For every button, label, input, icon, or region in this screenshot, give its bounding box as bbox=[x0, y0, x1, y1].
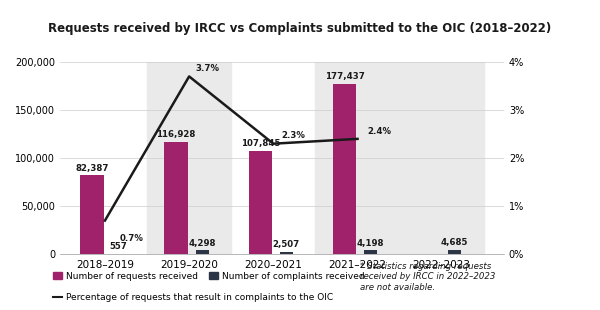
Bar bbox=[448, 250, 461, 254]
Text: 3.7%: 3.7% bbox=[196, 64, 220, 73]
Text: 2.4%: 2.4% bbox=[368, 127, 392, 136]
Bar bbox=[248, 151, 272, 254]
Legend: Percentage of requests that result in complaints to the OIC: Percentage of requests that result in co… bbox=[53, 293, 333, 302]
Text: Requests received by IRCC vs Complaints submitted to the OIC (2018–2022): Requests received by IRCC vs Complaints … bbox=[49, 22, 551, 35]
Text: 107,845: 107,845 bbox=[241, 139, 280, 148]
Bar bbox=[80, 175, 104, 254]
Bar bbox=[147, 62, 231, 254]
Text: * Statistics regarding requests
received by IRCC in 2022–2023
are not available.: * Statistics regarding requests received… bbox=[360, 262, 496, 292]
Text: 2.3%: 2.3% bbox=[282, 131, 305, 140]
Bar bbox=[316, 62, 400, 254]
Text: 557: 557 bbox=[109, 242, 127, 251]
Text: 177,437: 177,437 bbox=[325, 72, 364, 81]
Bar bbox=[364, 250, 377, 254]
Text: 4,198: 4,198 bbox=[357, 239, 384, 248]
Legend: Number of requests received, Number of complaints received: Number of requests received, Number of c… bbox=[53, 272, 365, 281]
Text: 0.7%: 0.7% bbox=[120, 234, 144, 243]
Text: 4,685: 4,685 bbox=[441, 238, 469, 247]
Text: 116,928: 116,928 bbox=[157, 131, 196, 140]
Bar bbox=[400, 62, 484, 254]
Text: 4,298: 4,298 bbox=[188, 239, 216, 248]
Bar bbox=[164, 142, 188, 254]
Text: 2,507: 2,507 bbox=[272, 240, 300, 249]
Bar bbox=[333, 84, 356, 254]
Bar bbox=[196, 250, 209, 254]
Text: 82,387: 82,387 bbox=[75, 164, 109, 173]
Bar bbox=[280, 252, 293, 254]
